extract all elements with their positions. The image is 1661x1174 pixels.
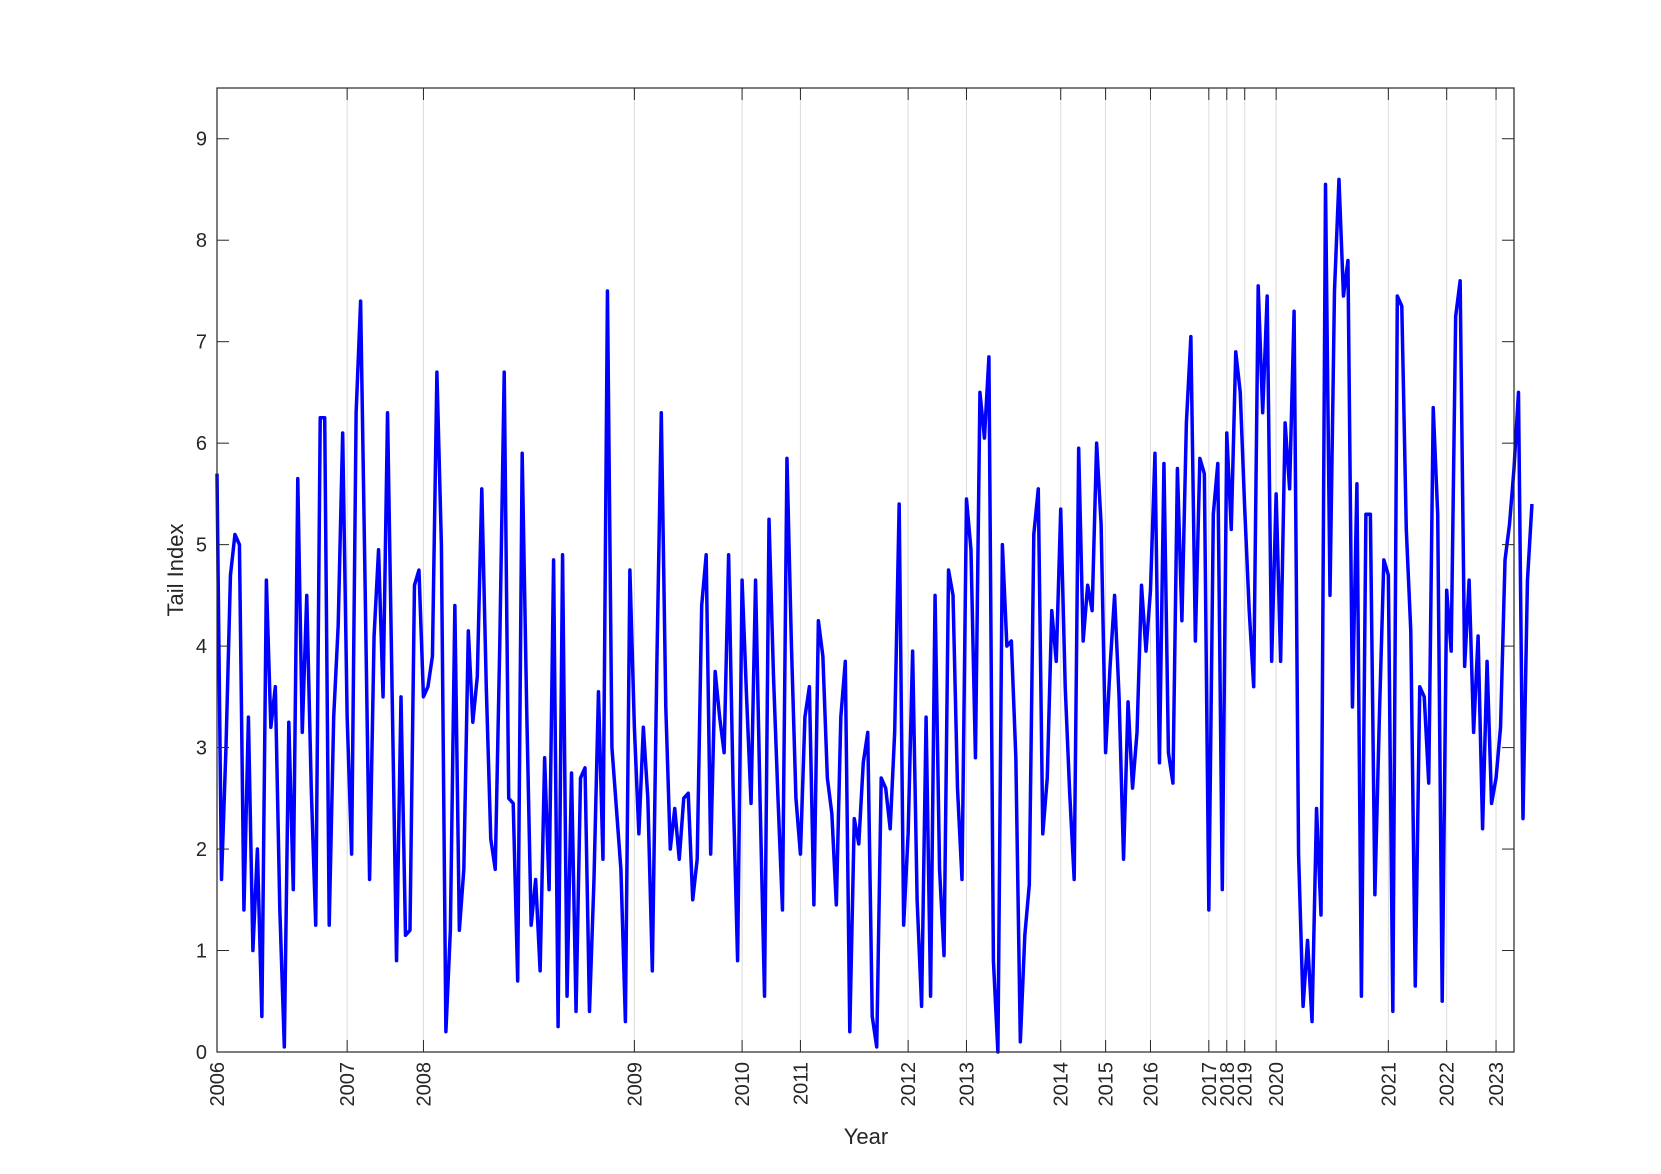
x-axis-ticks: 2006 2007 2008 2009 2010 2011 2012 2013 2014 2015… xyxy=(207,88,1508,1107)
x-tick-label: 2008 xyxy=(413,1062,435,1107)
y-axis-ticks: 0 1 2 3 4 5 6 7 8 9 xyxy=(196,129,1514,1064)
y-tick-label: 3 xyxy=(196,738,207,760)
x-tick-label: 2011 xyxy=(790,1062,812,1105)
plot-area-frame xyxy=(216,87,1515,1053)
x-tick-label: 2007 xyxy=(337,1062,359,1107)
y-tick-label: 2 xyxy=(196,839,207,861)
x-tick-label: 2016 xyxy=(1140,1062,1162,1107)
x-tick-label: 2021 xyxy=(1378,1062,1400,1107)
x-tick-label: 2009 xyxy=(624,1062,646,1107)
x-tick-label: 2023 xyxy=(1486,1062,1508,1107)
x-tick-label: 2010 xyxy=(732,1062,754,1107)
y-tick-label: 6 xyxy=(196,433,207,455)
y-tick-label: 9 xyxy=(196,129,207,151)
y-tick-label: 8 xyxy=(196,230,207,252)
x-tick-label: 2018 xyxy=(1217,1062,1239,1107)
x-tick-label: 2019 xyxy=(1235,1062,1257,1107)
x-tick-label: 2022 xyxy=(1437,1062,1459,1107)
x-tick-label: 2014 xyxy=(1051,1062,1073,1107)
y-tick-label: 1 xyxy=(196,941,207,963)
x-tick-label: 2015 xyxy=(1096,1062,1118,1107)
x-axis-label: Year xyxy=(844,1124,888,1149)
x-tick-label: 2013 xyxy=(956,1062,978,1107)
x-tick-label: 2020 xyxy=(1266,1062,1288,1107)
y-axis-label: Tail Index xyxy=(163,524,188,617)
x-tick-label: 2012 xyxy=(898,1062,920,1107)
x-tick-label: 2017 xyxy=(1199,1062,1221,1107)
tail-index-series-line xyxy=(215,177,1534,1054)
y-tick-label: 0 xyxy=(196,1042,207,1064)
y-tick-label: 4 xyxy=(196,636,207,658)
y-tick-label: 7 xyxy=(196,332,207,354)
y-tick-label: 5 xyxy=(196,535,207,557)
x-tick-label: 2006 xyxy=(207,1062,229,1107)
